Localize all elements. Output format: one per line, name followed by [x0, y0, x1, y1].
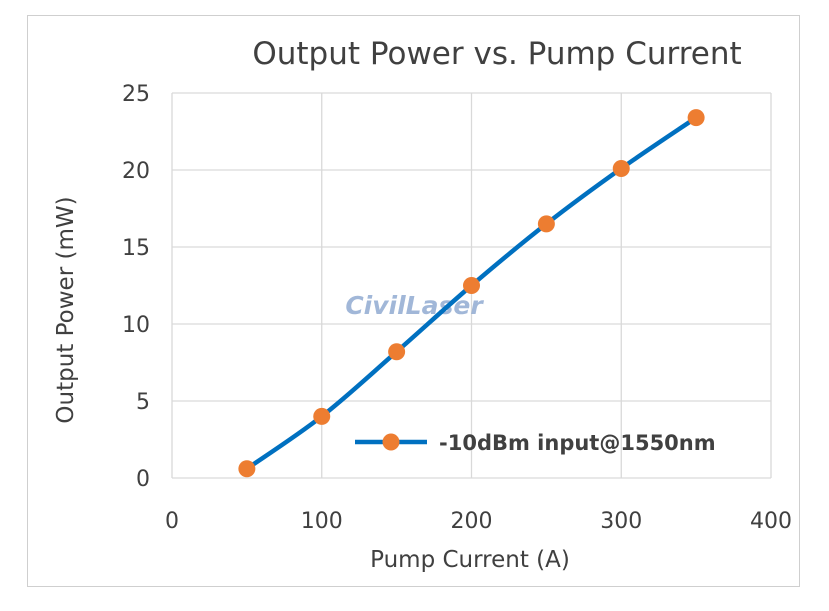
x-tick-labels: 0 100 200 300 400	[165, 509, 792, 534]
y-tick-label: 25	[122, 82, 150, 107]
y-tick-label: 5	[136, 390, 150, 415]
y-tick-label: 20	[122, 159, 150, 184]
x-tick-label: 100	[301, 509, 343, 534]
series-layer	[238, 109, 705, 478]
x-tick-label: 200	[451, 509, 493, 534]
x-tick-label: 300	[600, 509, 642, 534]
data-point-marker	[537, 215, 555, 233]
y-tick-label: 0	[136, 467, 150, 492]
x-tick-label: 400	[750, 509, 792, 534]
data-point-marker	[388, 343, 406, 361]
data-point-marker	[238, 460, 256, 478]
legend-label: -10dBm input@1550nm	[439, 431, 716, 455]
y-axis-label: Output Power (mW)	[53, 196, 79, 423]
data-point-marker	[612, 159, 630, 177]
x-axis-label: Pump Current (A)	[370, 547, 570, 573]
legend: -10dBm input@1550nm	[355, 431, 716, 455]
data-point-marker	[313, 407, 331, 425]
data-point-marker	[463, 277, 480, 294]
legend-marker-sample	[382, 433, 400, 451]
y-tick-label: 15	[122, 236, 150, 261]
y-tick-labels: 0 5 10 15 20 25	[122, 82, 150, 492]
chart-title: Output Power vs. Pump Current	[252, 36, 741, 72]
y-tick-label: 10	[122, 313, 150, 338]
chart-frame	[27, 15, 800, 587]
x-tick-label: 0	[165, 509, 179, 534]
data-point-marker	[687, 109, 705, 127]
